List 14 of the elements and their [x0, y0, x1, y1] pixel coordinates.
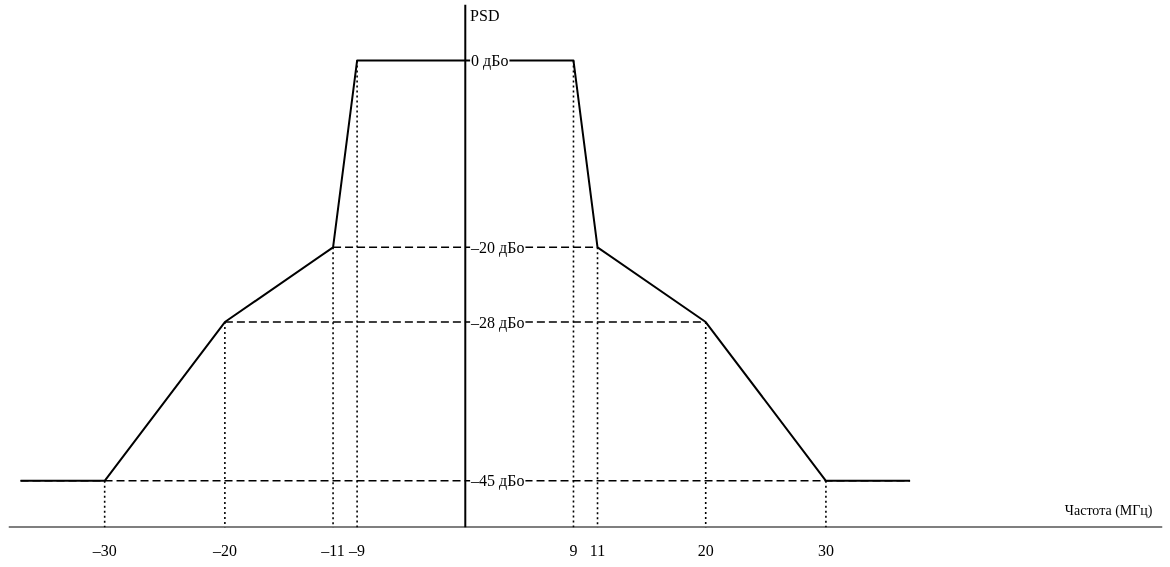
y-tick-label: 0 дБо [471, 52, 509, 71]
x-tick-label: –20 [211, 541, 237, 559]
x-tick-label: –9 [348, 541, 366, 559]
x-tick-label: –30 [91, 541, 117, 559]
x-tick-label: 9 [569, 541, 578, 559]
y-tick-label: –20 дБо [470, 238, 525, 257]
y-tick-label: –28 дБо [470, 313, 525, 332]
x-tick-label: –11 [320, 541, 345, 559]
x-axis-title: Частота (МГц) [1064, 502, 1153, 519]
x-tick-label: 20 [697, 541, 714, 559]
x-tick-label: 30 [817, 541, 834, 559]
x-tick-label: 11 [589, 541, 606, 559]
y-tick-label: –45 дБо [470, 472, 525, 491]
y-axis-title: PSD [470, 6, 500, 24]
